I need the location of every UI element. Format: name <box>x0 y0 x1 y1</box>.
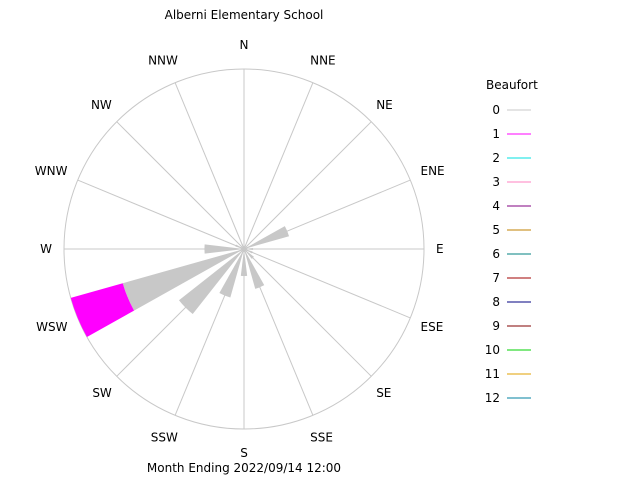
direction-label-w: W <box>40 242 52 256</box>
wedge-e-beaufort-0 <box>244 247 254 251</box>
legend-label-8: 8 <box>492 295 500 309</box>
legend-label-9: 9 <box>492 319 500 333</box>
chart-title: Alberni Elementary School <box>165 8 324 22</box>
direction-label-ssw: SSW <box>151 431 178 445</box>
rose-wedges <box>70 226 290 337</box>
spoke-nw <box>116 121 245 250</box>
legend-title: Beaufort <box>486 78 538 92</box>
direction-label-ene: ENE <box>421 164 445 178</box>
wedge-ese-beaufort-0 <box>244 249 253 254</box>
direction-label-sw: SW <box>92 386 112 400</box>
wedge-w-beaufort-0 <box>204 244 244 254</box>
spoke-wnw <box>77 179 245 250</box>
legend-label-0: 0 <box>492 103 500 117</box>
legend-label-1: 1 <box>492 127 500 141</box>
wedge-ene-beaufort-0 <box>244 226 290 249</box>
direction-label-sse: SSE <box>310 431 333 445</box>
spoke-se <box>243 248 372 377</box>
direction-label-se: SE <box>376 386 391 400</box>
wedge-sw-beaufort-0 <box>178 249 244 315</box>
wedge-wsw-beaufort-0 <box>122 249 244 311</box>
direction-label-ne: NE <box>376 98 393 112</box>
spoke-ne <box>243 121 372 250</box>
direction-label-e: E <box>436 242 444 256</box>
legend-label-4: 4 <box>492 199 500 213</box>
direction-label-ese: ESE <box>421 320 444 334</box>
direction-label-nnw: NNW <box>148 54 178 68</box>
legend-label-6: 6 <box>492 247 500 261</box>
legend-label-10: 10 <box>485 343 500 357</box>
direction-label-wsw: WSW <box>36 320 67 334</box>
legend-label-11: 11 <box>485 367 500 381</box>
wedge-ssw-beaufort-0 <box>219 249 244 298</box>
legend-label-7: 7 <box>492 271 500 285</box>
wedge-wnw-beaufort-0 <box>235 244 244 249</box>
direction-labels: N NNE NE ENE E ESE SE SSE S SSW SW WSW W WNW NW NNW <box>35 38 445 460</box>
wedge-wsw-beaufort-1 <box>70 283 135 337</box>
wedge-s-beaufort-0 <box>240 249 248 276</box>
legend-label-3: 3 <box>492 175 500 189</box>
direction-label-wnw: WNW <box>35 164 68 178</box>
wedge-nnw-beaufort-0 <box>241 243 244 249</box>
direction-label-nw: NW <box>91 98 112 112</box>
legend-label-2: 2 <box>492 151 500 165</box>
wedge-sse-beaufort-0 <box>244 249 265 289</box>
chart-footer: Month Ending 2022/09/14 12:00 <box>147 461 341 475</box>
spoke-nne <box>243 82 314 250</box>
direction-label-nne: NNE <box>310 54 336 68</box>
wedge-se-beaufort-0 <box>244 249 254 259</box>
direction-label-s: S <box>240 446 248 460</box>
legend-label-12: 12 <box>485 391 500 405</box>
legend-label-5: 5 <box>492 223 500 237</box>
spoke-ese <box>243 248 411 319</box>
direction-label-n: N <box>240 38 249 52</box>
spoke-nnw <box>174 82 245 250</box>
